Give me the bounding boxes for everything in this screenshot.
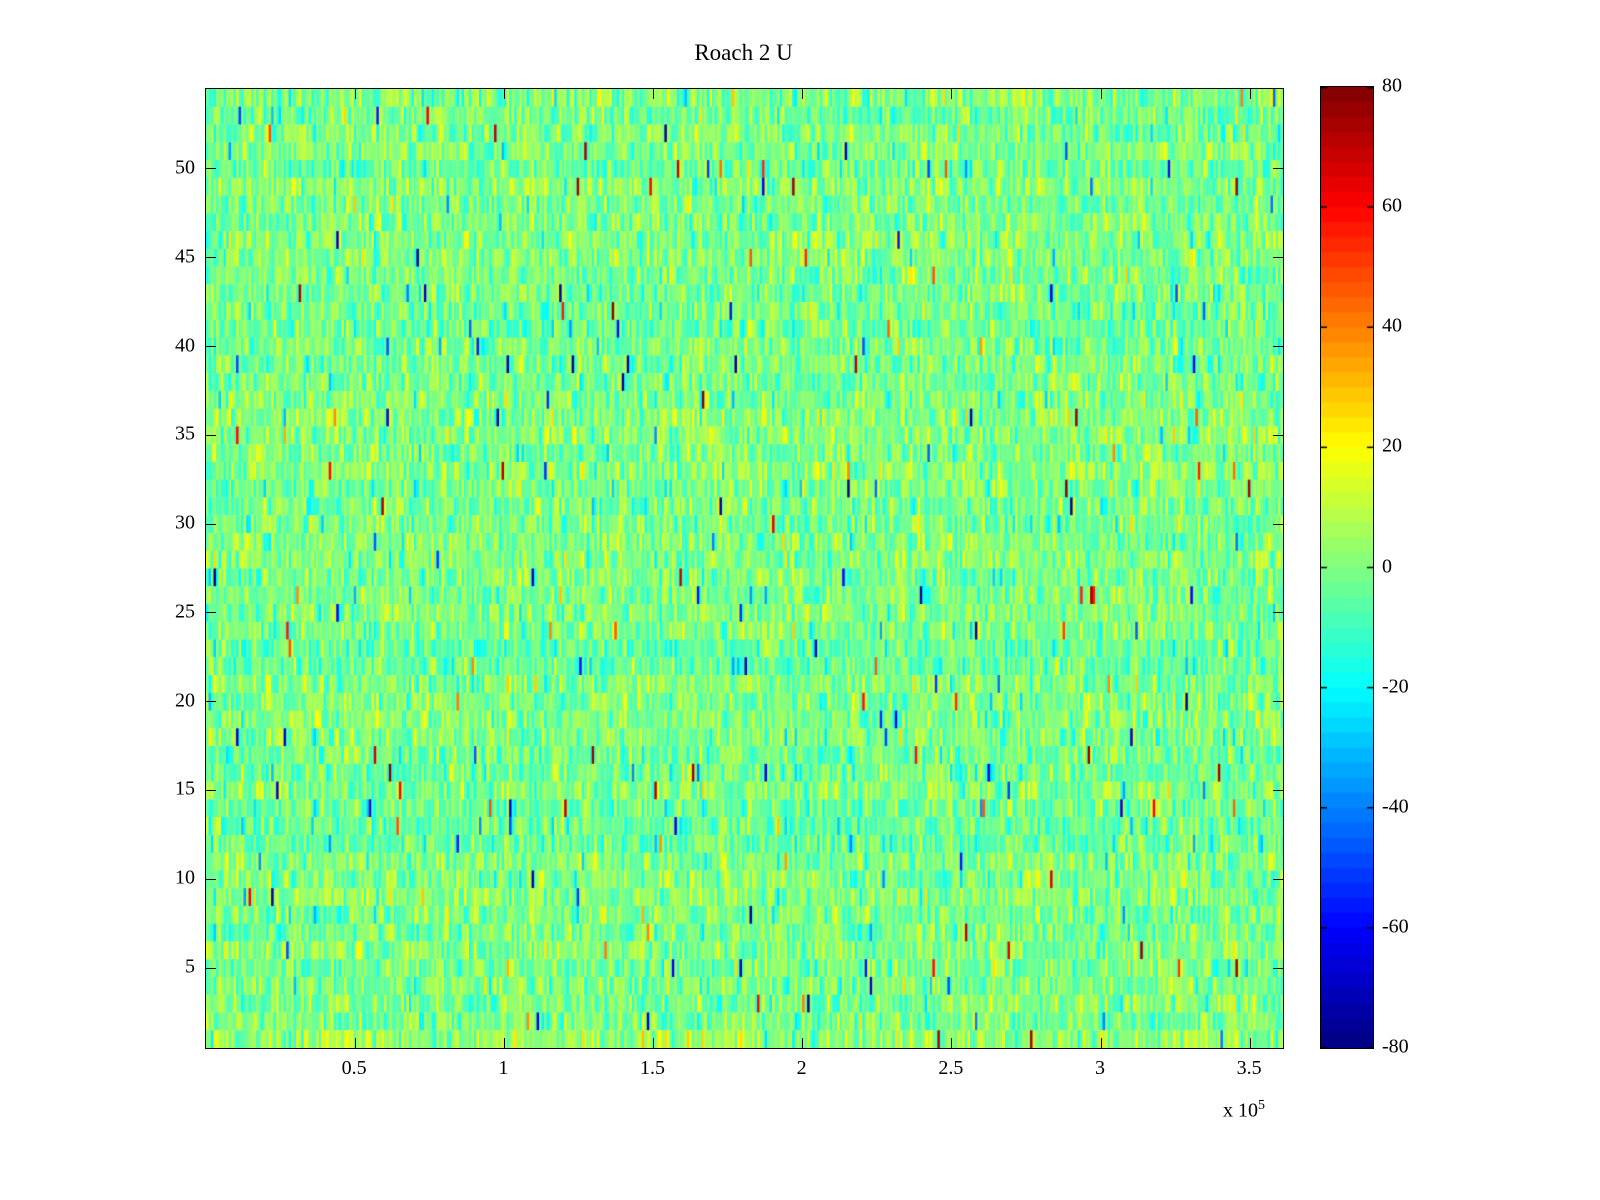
x-tick-mark: [951, 89, 953, 99]
y-tick-mark: [1273, 878, 1283, 880]
colorbar-tick-label: 40: [1382, 314, 1402, 337]
y-tick-label: 45: [175, 245, 195, 268]
y-tick-mark: [206, 434, 216, 436]
x-tick-mark: [503, 89, 505, 99]
x-tick-mark: [1249, 1038, 1251, 1048]
y-tick-mark: [206, 523, 216, 525]
colorbar-tick-label: 80: [1382, 74, 1402, 97]
x-tick-mark: [354, 89, 356, 99]
y-tick-mark: [1273, 789, 1283, 791]
chart-title: Roach 2 U: [694, 40, 793, 65]
colorbar-tick-label: 20: [1382, 434, 1402, 457]
colorbar-tick-label: -80: [1382, 1035, 1409, 1058]
x-tick-label: 1.5: [640, 1057, 665, 1079]
x-tick-label: 3.5: [1236, 1057, 1262, 1079]
y-tick-mark: [1273, 346, 1283, 347]
y-tick-mark: [206, 257, 216, 259]
y-tick-mark: [1273, 257, 1283, 259]
x-tick-label: 3: [1095, 1057, 1105, 1079]
x-tick-mark: [802, 1038, 804, 1048]
y-tick-label: 25: [175, 600, 195, 623]
x-tick-mark: [1100, 1038, 1102, 1048]
x-tick-label: 0.5: [341, 1057, 367, 1079]
colorbar-tick-label: 60: [1382, 194, 1402, 217]
y-tick-mark: [1273, 434, 1283, 436]
colorbar-tick-label: -40: [1382, 795, 1409, 818]
y-tick-mark: [1273, 701, 1283, 703]
x-tick-mark: [653, 89, 654, 99]
y-tick-label: 35: [175, 422, 195, 445]
y-tick-label: 15: [175, 777, 195, 800]
x-tick-mark: [1249, 89, 1251, 99]
colorbar-canvas: [1321, 87, 1373, 1048]
y-tick-label: 5: [185, 955, 195, 978]
x-tick-mark: [653, 1038, 654, 1048]
x-tick-mark: [354, 1038, 356, 1048]
x-scale-exponent: 5: [1258, 1098, 1265, 1113]
x-tick-label: 2.5: [938, 1057, 964, 1079]
y-tick-mark: [206, 346, 216, 347]
x-scale-base: x 10: [1223, 1099, 1258, 1122]
y-tick-label: 30: [175, 511, 195, 534]
x-tick-mark: [951, 1038, 953, 1048]
y-tick-mark: [1273, 168, 1283, 170]
x-tick-mark: [1100, 89, 1102, 99]
x-tick-label: 1: [498, 1057, 509, 1079]
x-tick-mark: [503, 1038, 505, 1048]
colorbar: [1320, 86, 1374, 1049]
y-tick-label: 20: [175, 689, 195, 712]
colorbar-tick-label: -20: [1382, 675, 1409, 698]
y-tick-label: 40: [175, 334, 195, 356]
y-tick-mark: [1273, 612, 1283, 614]
heatmap-plot-area: [205, 88, 1284, 1049]
y-tick-mark: [206, 878, 216, 880]
y-tick-mark: [206, 789, 216, 791]
colorbar-tick-label: 0: [1382, 555, 1392, 577]
colorbar-tick-label: -60: [1382, 915, 1409, 938]
y-tick-mark: [1273, 523, 1283, 525]
x-axis-scale-label: x 105: [1160, 1098, 1265, 1123]
y-tick-mark: [206, 612, 216, 614]
y-tick-mark: [206, 168, 216, 170]
y-tick-mark: [206, 701, 216, 703]
x-tick-mark: [802, 89, 804, 99]
x-tick-label: 2: [796, 1057, 807, 1079]
y-tick-mark: [206, 967, 216, 969]
heatmap-canvas: [206, 89, 1283, 1048]
y-tick-label: 10: [175, 866, 195, 889]
y-tick-mark: [1273, 967, 1283, 969]
y-tick-label: 50: [175, 156, 195, 179]
